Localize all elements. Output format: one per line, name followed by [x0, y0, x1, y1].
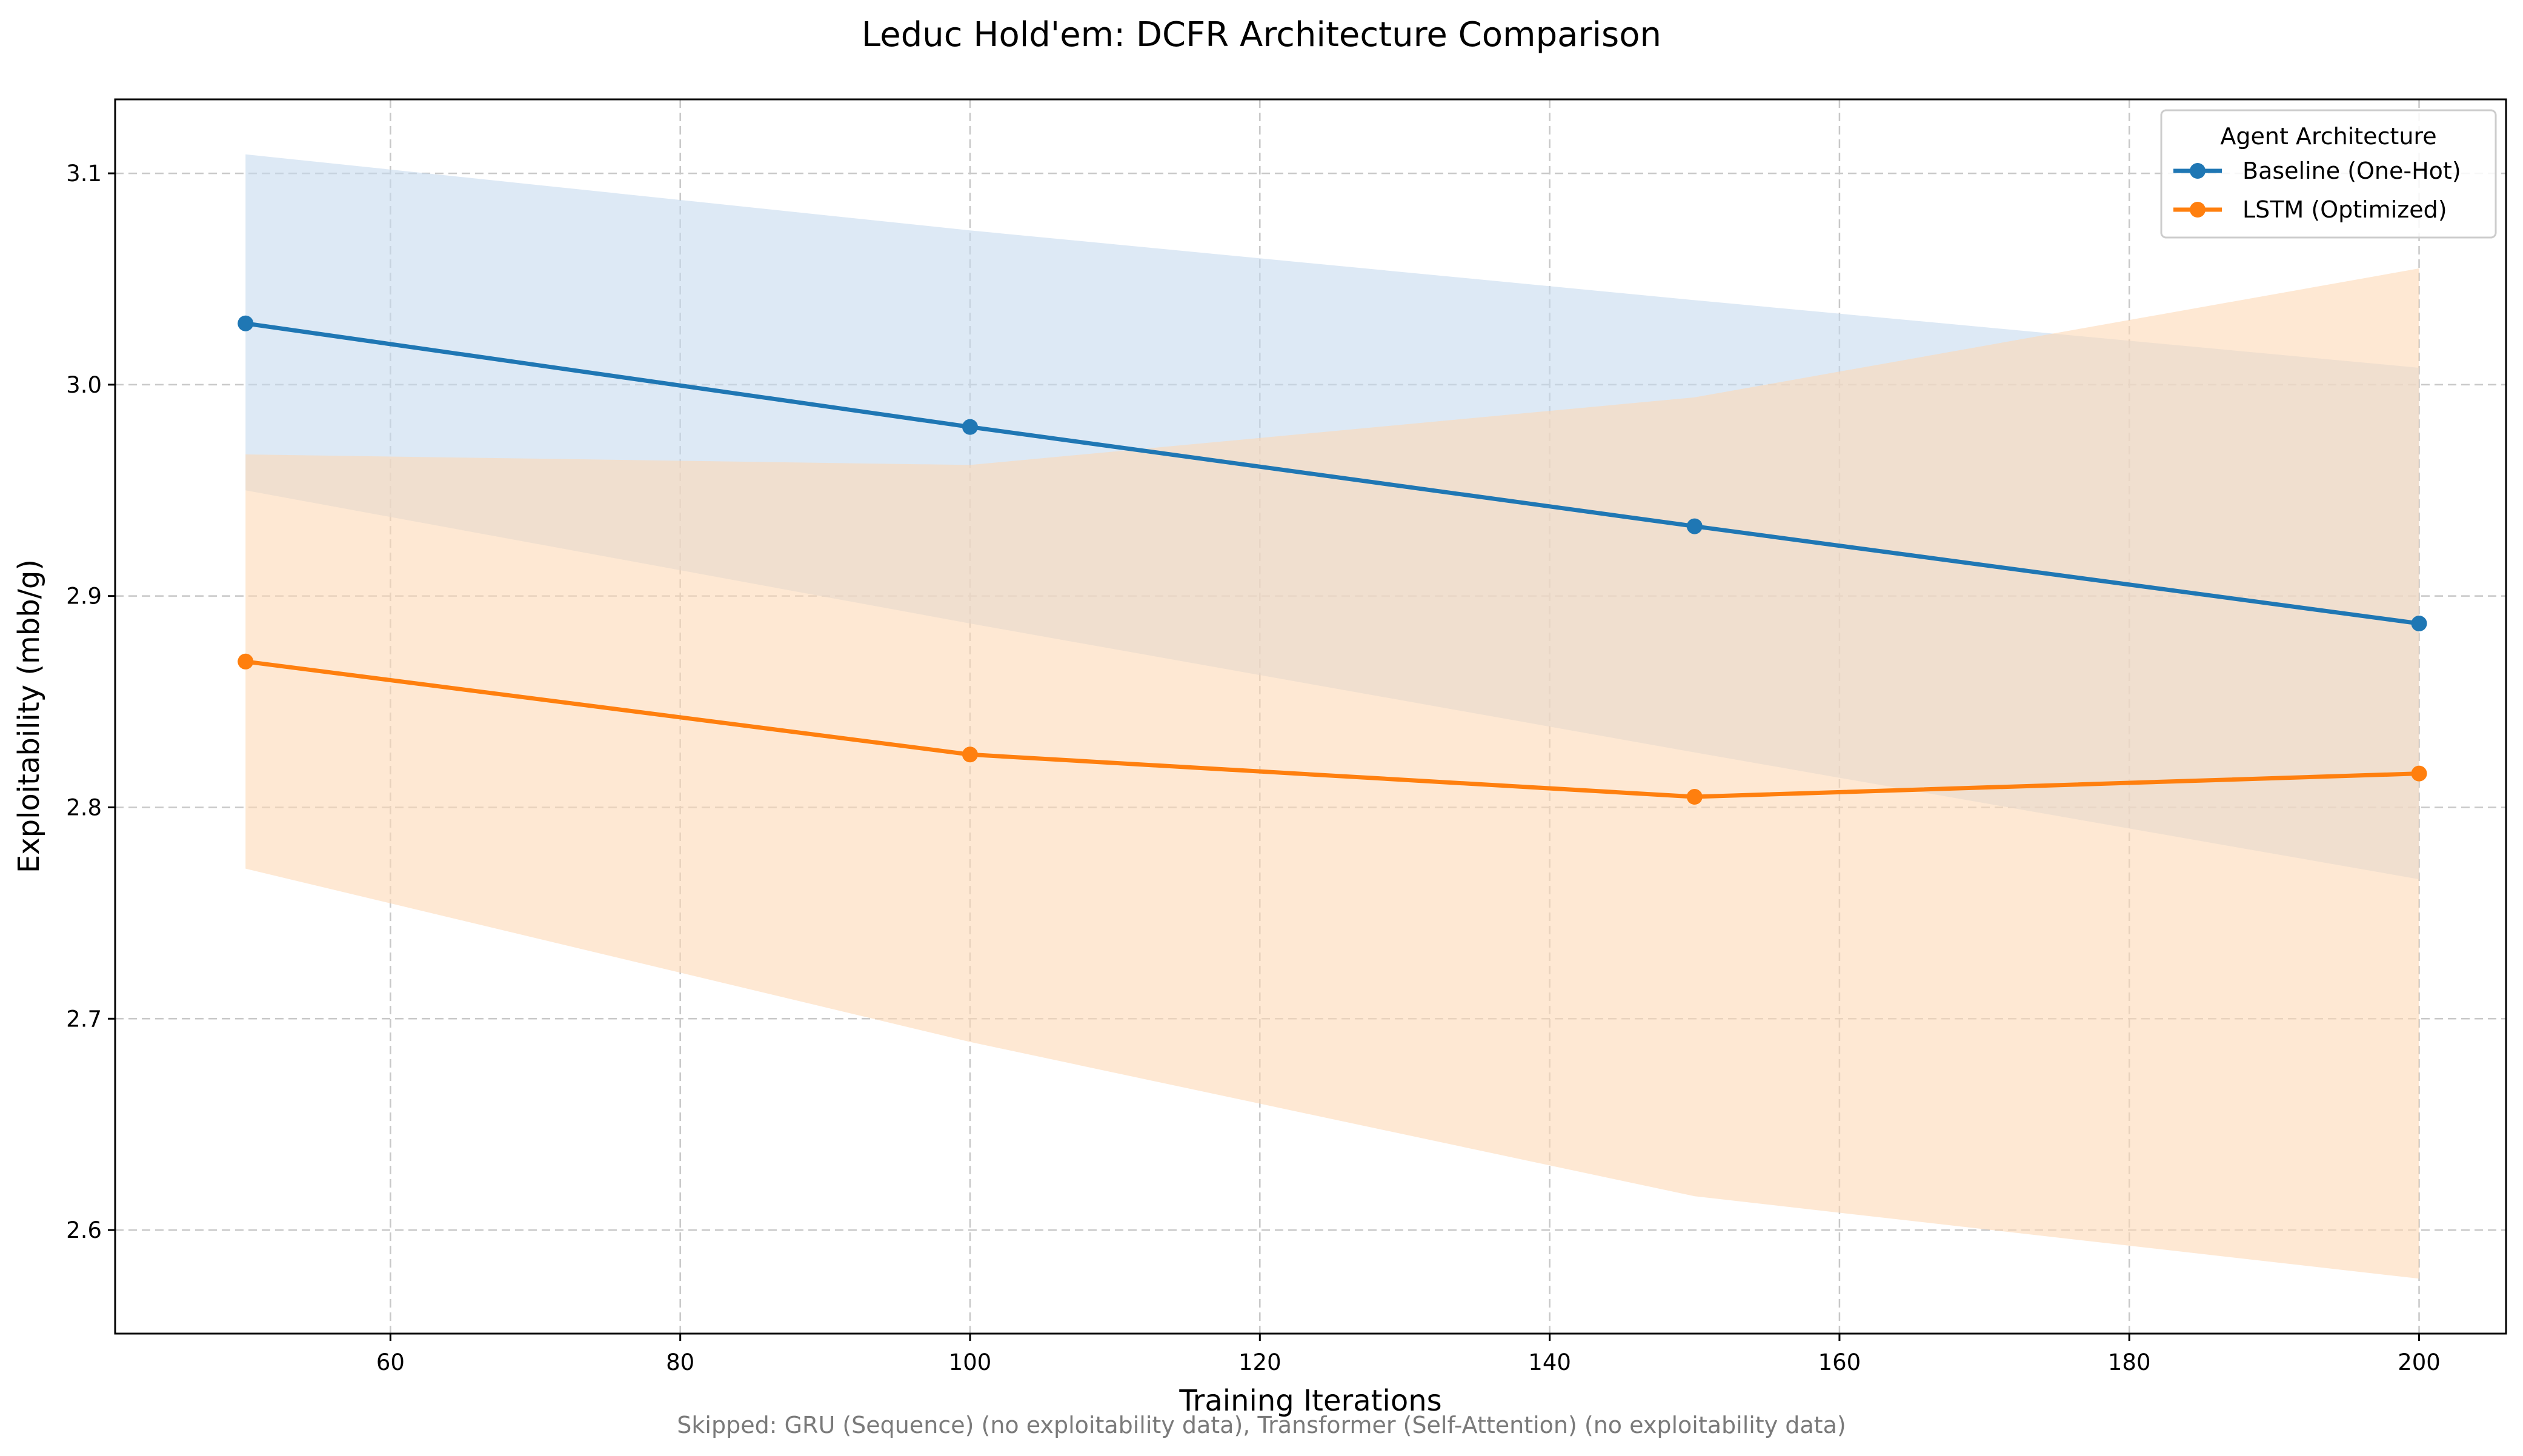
point-lstm: [2411, 765, 2427, 782]
legend-label-baseline: Baseline (One-Hot): [2242, 158, 2461, 184]
y-axis-label: Exploitability (mbb/g): [12, 559, 46, 873]
line-lstm: [245, 659, 2419, 799]
x-axis-label: Training Iterations: [1178, 1384, 1441, 1418]
x-tick-label: 60: [376, 1349, 405, 1375]
legend: Agent Architecture Baseline (One-Hot) LS…: [2160, 109, 2497, 239]
point-baseline: [1686, 518, 1703, 534]
legend-item-lstm: LSTM (Optimized): [2173, 196, 2447, 223]
chart-title: Leduc Hold'em: DCFR Architecture Compari…: [862, 15, 1661, 55]
series-points: [238, 315, 2427, 805]
legend-label-lstm: LSTM (Optimized): [2242, 196, 2447, 223]
y-tick-label: 3.0: [66, 372, 102, 398]
x-tick-label: 80: [666, 1349, 694, 1375]
legend-title: Agent Architecture: [2220, 123, 2436, 150]
legend-marker-baseline: [2190, 163, 2206, 179]
y-tick-label: 2.7: [66, 1006, 102, 1032]
y-tick-label: 2.9: [66, 583, 102, 610]
point-lstm: [962, 746, 978, 763]
legend-item-baseline: Baseline (One-Hot): [2173, 158, 2461, 184]
x-tick-label: 120: [1238, 1349, 1281, 1375]
plot-frame: [114, 98, 2507, 1335]
y-axis: 2.6 2.7 2.8 2.9 3.0 3.1: [66, 161, 115, 1243]
x-tick-label: 100: [949, 1349, 992, 1375]
x-axis: 60 80 100 120 140 160 180 200: [376, 1334, 2441, 1375]
point-baseline: [962, 419, 978, 435]
point-baseline: [238, 315, 254, 331]
x-tick-label: 160: [1818, 1349, 1861, 1375]
x-tick-label: 200: [2398, 1349, 2441, 1375]
x-tick-label: 140: [1528, 1349, 1571, 1375]
footnote: Skipped: GRU (Sequence) (no exploitabili…: [677, 1412, 1846, 1438]
y-tick-label: 2.8: [66, 794, 102, 820]
series-lines: [245, 321, 2419, 799]
legend-marker-lstm: [2190, 202, 2206, 218]
point-baseline: [2411, 616, 2427, 632]
confidence-bands: [245, 154, 2419, 1279]
y-tick-label: 3.1: [66, 161, 102, 187]
point-lstm: [238, 653, 254, 670]
legend-box: [2160, 109, 2497, 239]
line-baseline: [245, 321, 2419, 626]
x-tick-label: 180: [2108, 1349, 2151, 1375]
point-lstm: [1686, 789, 1703, 805]
y-tick-label: 2.6: [66, 1217, 102, 1243]
